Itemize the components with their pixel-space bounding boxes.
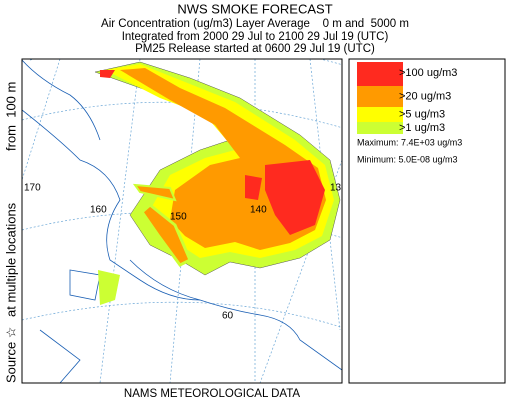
legend-swatch: [357, 86, 403, 107]
side-label-part: at multiple locations: [3, 202, 18, 317]
grid-label: 60: [222, 311, 234, 322]
grid-label: 150: [170, 212, 187, 223]
grid-label: 160: [90, 205, 107, 216]
side-label: Source ☆ at multiple locations from 100 …: [3, 82, 18, 383]
subtitle: PM25 Release started at 0600 29 Jul 19 (…: [135, 43, 375, 55]
grid-label: 130: [330, 183, 347, 194]
grid-label: 170: [24, 183, 41, 194]
side-label-part: Source ☆: [3, 327, 18, 383]
map-area: 170 160 150 140 130 60: [22, 59, 347, 383]
legend-label: >1 ug/m3: [399, 122, 445, 134]
legend-maximum: Maximum: 7.4E+03 ug/m3: [357, 137, 462, 147]
legend-label: >20 ug/m3: [399, 90, 451, 102]
map-frame: [21, 58, 343, 384]
legend-swatch: [357, 62, 403, 86]
legend-label: >5 ug/m3: [399, 108, 445, 120]
legend-swatch: [357, 122, 403, 134]
subtitle: Air Concentration (ug/m3) Layer Average …: [101, 18, 409, 30]
legend-swatch: [357, 107, 403, 122]
legend-label: >100 ug/m3: [399, 67, 457, 79]
side-label-part: from 100 m: [3, 82, 18, 151]
subtitle: Integrated from 2000 29 Jul to 2100 29 J…: [122, 31, 389, 43]
title: NWS SMOKE FORECAST: [177, 1, 332, 16]
legend: >100 ug/m3 >20 ug/m3 >5 ug/m3 >1 ug/m3: [357, 62, 457, 134]
footer: NAMS METEOROLOGICAL DATA: [124, 388, 300, 400]
legend-minimum: Minimum: 5.0E-08 ug/m3: [357, 154, 458, 164]
grid-label: 140: [250, 205, 267, 216]
